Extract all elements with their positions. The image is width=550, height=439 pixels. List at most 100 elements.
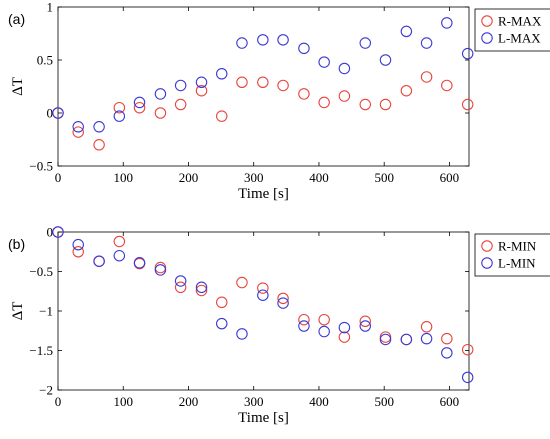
data-point [338, 90, 351, 102]
data-point [298, 313, 310, 326]
x-tick-label: 400 [309, 170, 329, 185]
data-point [195, 84, 208, 97]
plot-frame [57, 231, 470, 391]
data-point [154, 107, 167, 119]
data-point [400, 333, 413, 346]
data-point [461, 47, 474, 60]
data-point [52, 107, 64, 119]
x-tick-label: 300 [244, 394, 264, 409]
data-point [236, 76, 248, 89]
x-tick-label: 100 [113, 394, 133, 409]
y-axis-label: ΔT [10, 302, 26, 321]
data-point [298, 320, 310, 332]
x-tick-label: 300 [244, 170, 264, 185]
y-tick-label: −2 [39, 383, 53, 398]
data-point [379, 98, 392, 111]
data-point [441, 17, 453, 29]
y-tick-label: −1 [39, 304, 53, 319]
data-point [277, 79, 289, 92]
data-point [359, 98, 372, 111]
data-point [338, 321, 351, 334]
x-tick-label: 0 [55, 394, 62, 409]
data-point [113, 235, 126, 248]
data-point [461, 343, 474, 356]
data-point [277, 292, 289, 305]
data-point [318, 313, 330, 326]
data-point [441, 347, 453, 359]
data-point [215, 68, 228, 80]
data-point [400, 84, 413, 97]
panel-label: (b) [8, 236, 25, 252]
legend-label: L-MIN [498, 256, 536, 271]
chart-panel-b: 0 100 200 300 400 500 600 −2 −1.5 −1 −0.5 0 Time [s]… [8, 225, 550, 426]
x-tick-label: 100 [113, 170, 133, 185]
plot-frame [57, 6, 470, 167]
data-point [277, 297, 289, 309]
data-point [359, 37, 372, 49]
panel-label: (a) [8, 11, 25, 27]
x-tick-label: 0 [55, 170, 62, 185]
data-point [174, 275, 187, 287]
data-point [133, 101, 146, 114]
y-tick-label: −1.5 [29, 343, 53, 358]
x-tick-label: 400 [309, 394, 329, 409]
data-point [359, 315, 372, 328]
data-point [400, 25, 413, 38]
legend-label: R-MIN [498, 239, 537, 254]
data-point [215, 296, 228, 309]
data-point [72, 121, 84, 133]
data-point [318, 96, 330, 109]
data-point [318, 56, 330, 68]
data-point [195, 281, 208, 294]
data-point [195, 284, 208, 297]
data-point [461, 98, 474, 111]
data-point [72, 238, 84, 251]
y-tick-label: 0 [47, 106, 54, 121]
y-tick-label: 0 [47, 225, 54, 240]
legend-marker [481, 257, 493, 269]
x-axis-label: Time [s] [238, 186, 289, 202]
legend-marker [481, 240, 493, 252]
x-tick-label: 200 [179, 170, 199, 185]
legend: R-MAX L-MAX [474, 8, 550, 52]
data-point [257, 282, 269, 294]
data-point [174, 281, 187, 294]
data-point [318, 325, 330, 338]
data-point [461, 371, 474, 384]
x-tick-label: 500 [374, 394, 394, 409]
y-tick-label: 0.5 [37, 53, 53, 68]
data-point [338, 331, 351, 343]
data-point [277, 34, 289, 46]
y-tick-label: −0.5 [29, 159, 53, 174]
data-point [133, 257, 146, 269]
data-point [93, 139, 105, 151]
data-point [215, 110, 228, 122]
data-point [93, 121, 105, 133]
data-point [298, 88, 310, 100]
legend-label: L-MAX [498, 31, 541, 46]
data-point [52, 226, 64, 238]
data-point [154, 264, 167, 276]
data-point [215, 317, 228, 330]
legend-marker [481, 32, 493, 44]
x-axis-label: Time [s] [238, 410, 289, 426]
data-point [257, 76, 269, 89]
x-tick-label: 600 [440, 394, 460, 409]
data-point [420, 321, 433, 333]
data-point [420, 37, 433, 49]
data-point [359, 320, 372, 332]
data-point [72, 126, 84, 138]
y-tick-label: 1 [47, 0, 54, 15]
y-tick-label: −0.5 [29, 264, 53, 279]
legend: R-MIN L-MIN [474, 233, 550, 277]
series-l-min [52, 226, 474, 384]
data-point [133, 96, 146, 109]
series-l-max [52, 17, 474, 133]
data-point [236, 276, 248, 289]
data-point [236, 328, 248, 340]
data-point [113, 101, 126, 114]
data-point [236, 37, 248, 49]
data-point [420, 332, 433, 345]
